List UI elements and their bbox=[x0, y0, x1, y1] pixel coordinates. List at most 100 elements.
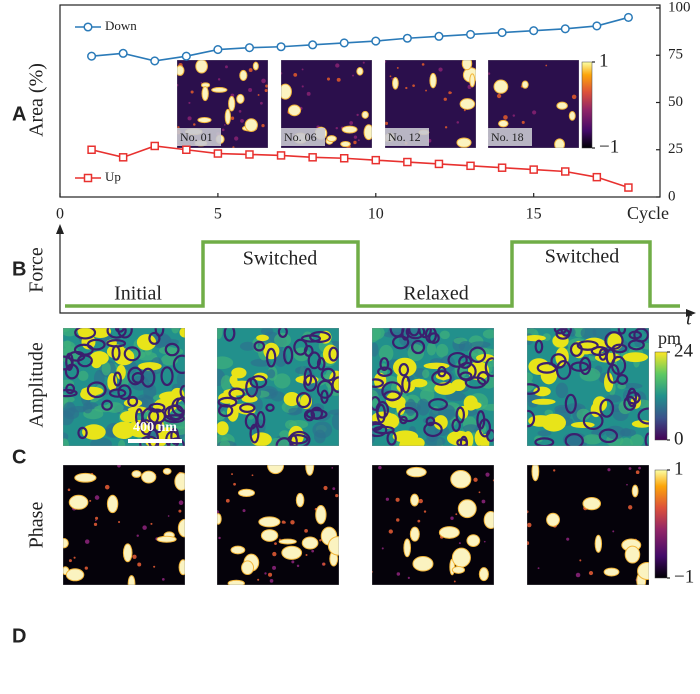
speck bbox=[260, 101, 263, 105]
ring bbox=[141, 407, 160, 426]
speck bbox=[104, 484, 110, 490]
blob bbox=[469, 73, 476, 88]
texture bbox=[267, 368, 276, 379]
speck bbox=[628, 467, 632, 470]
y-tick-label: 75 bbox=[668, 47, 683, 63]
marker bbox=[624, 183, 633, 192]
ring bbox=[398, 406, 419, 423]
texture bbox=[220, 375, 232, 391]
ring bbox=[570, 361, 590, 372]
blob bbox=[410, 378, 428, 388]
ring bbox=[127, 366, 144, 386]
texture bbox=[63, 408, 80, 420]
speck bbox=[405, 86, 408, 90]
texture bbox=[176, 370, 185, 389]
blob bbox=[156, 535, 177, 543]
texture bbox=[372, 390, 379, 408]
colorbar-tick-label: −1 bbox=[599, 136, 619, 157]
marker bbox=[245, 150, 254, 159]
blob bbox=[438, 526, 460, 539]
marker bbox=[529, 26, 539, 36]
panel-letter: A bbox=[12, 103, 26, 125]
speck bbox=[136, 534, 139, 537]
speck bbox=[527, 522, 532, 528]
ring bbox=[253, 340, 266, 352]
ring bbox=[431, 370, 452, 386]
texture bbox=[629, 434, 644, 446]
micrograph bbox=[63, 465, 185, 585]
speck bbox=[335, 494, 339, 498]
ring bbox=[123, 346, 141, 362]
x-axis-label: Cycle bbox=[627, 203, 669, 223]
ring bbox=[148, 408, 166, 425]
ring bbox=[372, 421, 383, 432]
ring bbox=[164, 342, 180, 357]
ring bbox=[468, 346, 487, 364]
blob bbox=[527, 334, 546, 342]
ring bbox=[555, 360, 572, 380]
marker bbox=[150, 56, 160, 66]
blob bbox=[195, 60, 208, 74]
colorbar-tick-label: 24 bbox=[674, 340, 694, 361]
speck bbox=[67, 488, 71, 492]
colorbar bbox=[654, 469, 668, 579]
ring bbox=[160, 366, 174, 387]
blob bbox=[287, 104, 302, 117]
texture bbox=[436, 343, 449, 358]
speck bbox=[274, 542, 277, 545]
ring bbox=[379, 357, 390, 372]
ring bbox=[307, 351, 322, 370]
ring bbox=[303, 409, 316, 422]
texture bbox=[469, 341, 491, 348]
blob bbox=[541, 413, 566, 432]
ring bbox=[611, 343, 628, 354]
texture bbox=[312, 421, 333, 439]
texture bbox=[372, 342, 379, 357]
ring bbox=[372, 422, 388, 438]
speck bbox=[73, 556, 76, 559]
blob bbox=[227, 579, 245, 585]
speck bbox=[626, 483, 628, 486]
blob bbox=[570, 421, 595, 428]
ring bbox=[65, 383, 76, 395]
texture bbox=[555, 382, 569, 399]
speck bbox=[232, 146, 235, 148]
marker bbox=[466, 161, 475, 171]
ring bbox=[617, 328, 627, 335]
speck bbox=[142, 525, 147, 530]
blob bbox=[392, 430, 419, 443]
speck bbox=[381, 547, 384, 550]
stage-label: Switched bbox=[545, 246, 619, 268]
speck bbox=[234, 136, 239, 141]
marker bbox=[434, 31, 444, 41]
speck bbox=[336, 77, 341, 82]
blob bbox=[131, 470, 142, 478]
speck bbox=[323, 485, 328, 491]
blob bbox=[82, 424, 106, 440]
speck bbox=[628, 505, 633, 510]
blob bbox=[322, 344, 339, 364]
ring bbox=[277, 328, 288, 339]
micrograph bbox=[372, 465, 494, 585]
micrograph bbox=[527, 465, 649, 585]
ring bbox=[423, 421, 443, 438]
blob bbox=[410, 437, 425, 446]
blob bbox=[162, 467, 172, 475]
speck bbox=[607, 468, 611, 472]
marker bbox=[592, 21, 602, 31]
speck bbox=[117, 465, 121, 468]
speck bbox=[635, 470, 640, 475]
colorbar-tick-label: 1 bbox=[599, 50, 609, 71]
texture bbox=[273, 373, 291, 389]
colorbar-tick-label: 1 bbox=[674, 458, 684, 479]
blob bbox=[624, 545, 641, 564]
marker bbox=[403, 157, 412, 167]
blob bbox=[241, 560, 255, 576]
blob bbox=[81, 386, 104, 396]
ring bbox=[296, 391, 312, 409]
blob bbox=[267, 465, 285, 475]
speck bbox=[117, 520, 121, 524]
stage-label: Initial bbox=[114, 283, 162, 305]
texture bbox=[527, 372, 533, 383]
speck bbox=[248, 88, 253, 93]
